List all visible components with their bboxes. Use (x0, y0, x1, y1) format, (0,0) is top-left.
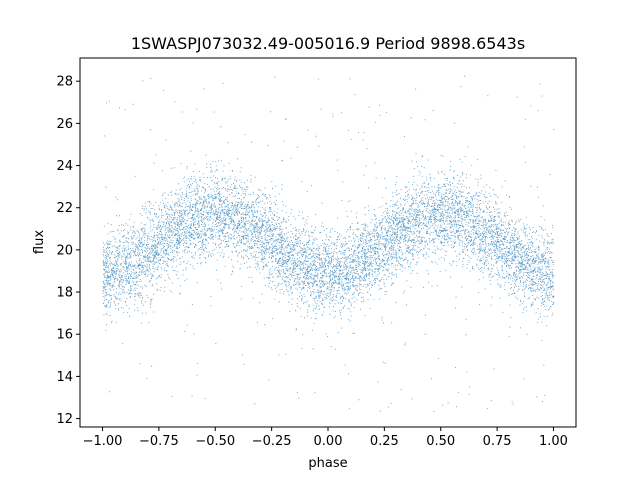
y-tick-label: 20 (56, 243, 73, 258)
x-tick-label: −0.25 (252, 434, 292, 449)
x-tick-label: −0.75 (139, 434, 179, 449)
chart-title: 1SWASPJ073032.49-005016.9 Period 9898.65… (131, 34, 525, 53)
x-tick-label: 0.00 (314, 434, 343, 449)
x-tick-label: 1.00 (539, 434, 568, 449)
y-tick-label: 14 (56, 370, 73, 385)
x-tick-label: 0.25 (370, 434, 399, 449)
y-tick-label: 18 (56, 286, 73, 301)
x-axis: −1.00 −0.75 −0.50 −0.25 0.00 0.25 0.50 0.75 1.00 (83, 427, 568, 449)
x-tick-label: −1.00 (83, 434, 123, 449)
x-axis-label: phase (308, 456, 347, 471)
y-tick-label: 22 (56, 201, 73, 216)
x-tick-label: −0.50 (195, 434, 235, 449)
x-tick-label: 0.75 (483, 434, 512, 449)
y-tick-label: 24 (56, 159, 73, 174)
y-axis-label: flux (32, 230, 47, 254)
y-tick-label: 12 (56, 412, 73, 427)
y-tick-label: 26 (56, 117, 73, 132)
x-tick-label: 0.50 (426, 434, 455, 449)
y-axis: 12 14 16 18 20 22 24 26 28 (56, 75, 80, 427)
y-tick-label: 16 (56, 328, 73, 343)
y-tick-label: 28 (56, 75, 73, 90)
